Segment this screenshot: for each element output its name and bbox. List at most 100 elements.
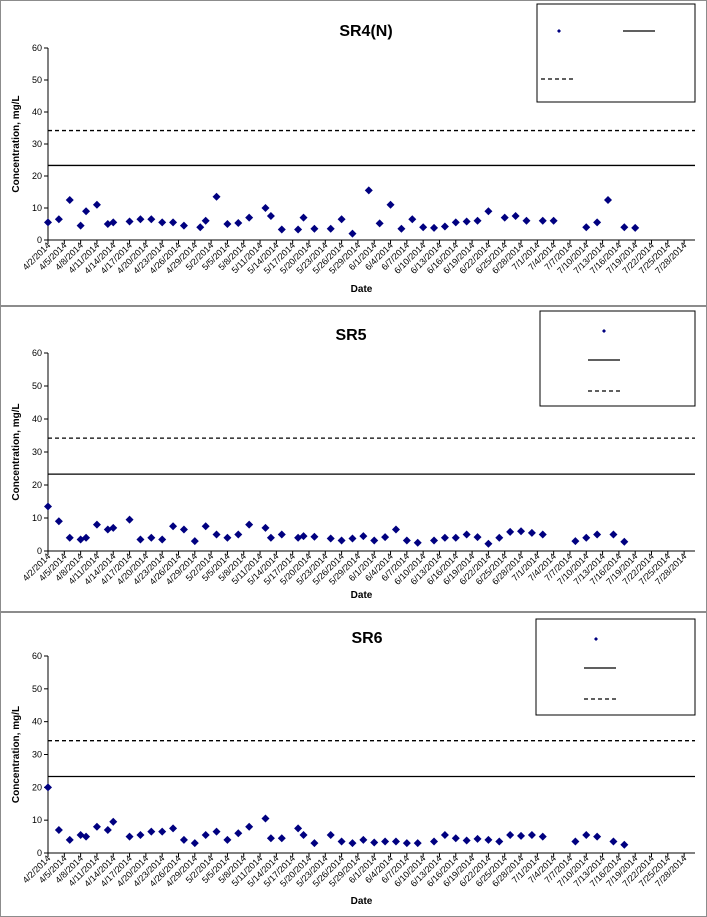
- data-point: [430, 536, 439, 545]
- data-point: [381, 533, 390, 542]
- data-point: [65, 835, 74, 844]
- y-tick-label: 0: [37, 546, 42, 556]
- data-point: [571, 537, 580, 546]
- y-tick-label: 0: [37, 848, 42, 858]
- data-point: [147, 215, 156, 224]
- data-point: [402, 536, 411, 545]
- data-point: [517, 527, 526, 536]
- data-point: [430, 223, 439, 232]
- data-point: [430, 837, 439, 846]
- data-point: [223, 220, 232, 228]
- data-point: [201, 522, 210, 531]
- x-axis-label: Date: [351, 896, 373, 907]
- data-point: [266, 834, 275, 843]
- data-point: [65, 196, 74, 204]
- data-point: [440, 222, 449, 231]
- data-point: [370, 838, 379, 847]
- data-point: [620, 223, 629, 232]
- data-point: [413, 839, 422, 848]
- data-point: [310, 224, 319, 233]
- data-point: [54, 517, 63, 526]
- data-point: [484, 539, 493, 548]
- data-point: [440, 533, 449, 542]
- data-point: [364, 186, 373, 195]
- data-point: [571, 837, 580, 846]
- data-point: [158, 218, 167, 227]
- data-point: [620, 840, 629, 849]
- data-point: [582, 533, 591, 542]
- data-point: [294, 533, 303, 542]
- data-point: [397, 224, 406, 233]
- data-point: [212, 530, 221, 539]
- data-point: [169, 824, 178, 833]
- data-point: [391, 525, 400, 534]
- data-point: [451, 533, 460, 542]
- data-point: [337, 215, 346, 224]
- data-point: [359, 532, 368, 541]
- data-point: [179, 835, 188, 844]
- data-point: [527, 528, 536, 537]
- legend-marker-symbol: [594, 637, 598, 641]
- data-point: [473, 216, 482, 225]
- data-point: [522, 216, 531, 225]
- data-point: [234, 829, 243, 838]
- data-point: [223, 835, 232, 844]
- data-point: [44, 783, 52, 792]
- data-point: [386, 200, 395, 209]
- data-point: [147, 827, 156, 836]
- data-point: [620, 537, 629, 546]
- data-point: [266, 212, 275, 220]
- data-point: [506, 527, 515, 536]
- legend-box: [535, 618, 696, 716]
- data-point: [408, 215, 417, 224]
- data-point: [462, 217, 471, 226]
- chart-title: SR5: [335, 327, 366, 344]
- data-point: [103, 525, 112, 534]
- data-point: [234, 530, 243, 539]
- data-point: [375, 219, 384, 228]
- data-point: [223, 533, 232, 542]
- y-tick-label: 40: [32, 107, 42, 117]
- data-point: [277, 530, 286, 539]
- y-axis-label: Concentration, mg/L: [11, 403, 22, 500]
- data-point: [92, 520, 101, 529]
- x-axis-label: Date: [351, 590, 373, 601]
- data-point: [593, 218, 602, 227]
- data-point: [511, 212, 520, 220]
- data-point: [65, 533, 74, 542]
- data-point: [549, 216, 558, 225]
- y-tick-label: 40: [32, 717, 42, 727]
- data-point: [212, 827, 221, 836]
- legend-box: [539, 310, 696, 407]
- data-point: [76, 221, 85, 230]
- data-point: [473, 533, 482, 542]
- data-point: [348, 229, 357, 238]
- data-point: [201, 830, 210, 839]
- data-point: [337, 536, 346, 545]
- y-tick-label: 0: [37, 235, 42, 245]
- data-point: [538, 530, 547, 539]
- y-tick-label: 20: [32, 480, 42, 490]
- data-point: [245, 520, 254, 529]
- data-point: [245, 213, 254, 222]
- y-tick-label: 60: [32, 43, 42, 53]
- data-point: [593, 530, 602, 539]
- data-point: [506, 830, 515, 839]
- chart-svg-1: SR4(N)01020304050604/2/20144/5/20144/8/2…: [11, 3, 696, 295]
- data-point: [348, 839, 357, 848]
- y-axis-label: Concentration, mg/L: [11, 95, 22, 192]
- data-point: [277, 834, 286, 843]
- chart-title: SR4(N): [339, 23, 392, 40]
- data-point: [527, 830, 536, 839]
- data-point: [294, 824, 303, 833]
- data-point: [402, 839, 411, 848]
- data-point: [381, 837, 390, 846]
- data-point: [495, 837, 504, 846]
- data-point: [517, 831, 526, 840]
- data-point: [500, 213, 509, 222]
- data-point: [609, 837, 618, 846]
- data-point: [261, 814, 270, 823]
- y-tick-label: 10: [32, 513, 42, 523]
- data-point: [82, 832, 91, 841]
- y-tick-label: 20: [32, 782, 42, 792]
